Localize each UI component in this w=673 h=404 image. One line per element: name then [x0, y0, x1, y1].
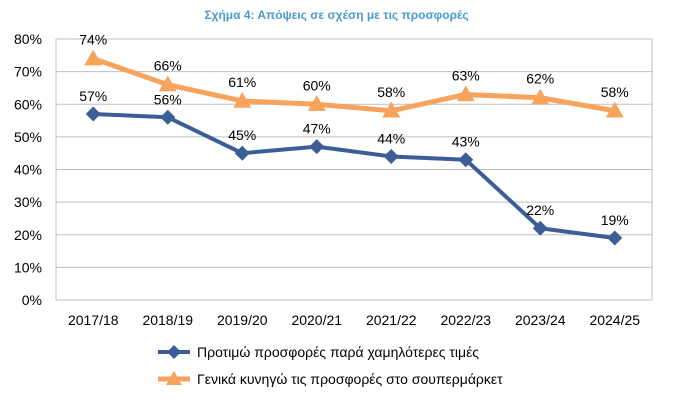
series-1-point — [383, 148, 399, 164]
data-label: 57% — [79, 88, 107, 104]
series-1-point — [160, 109, 176, 125]
y-tick-label: 10% — [14, 259, 42, 275]
x-tick-label: 2024/25 — [589, 312, 640, 328]
x-tick-label: 2020/21 — [291, 312, 342, 328]
series-layer — [84, 49, 624, 246]
y-tick-label: 80% — [14, 31, 42, 47]
series-2-point — [307, 95, 326, 111]
series-2-point — [531, 88, 550, 105]
data-label: 62% — [526, 71, 554, 87]
series-1-point — [234, 145, 250, 161]
data-label: 60% — [303, 77, 331, 93]
grid-lines — [56, 71, 652, 268]
series-1-point — [532, 220, 548, 236]
data-label: 47% — [303, 121, 331, 137]
series-2-point — [456, 85, 475, 102]
legend: Προτιμώ προσφορές παρά χαμηλότερες τιμές… — [158, 344, 503, 387]
data-label: 22% — [526, 202, 554, 218]
series-line-2 — [92, 56, 616, 114]
data-label: 45% — [228, 127, 256, 143]
data-label: 63% — [452, 67, 480, 83]
x-tick-label: 2018/19 — [142, 312, 193, 328]
series-2-point — [84, 49, 103, 66]
chart-title: Σχήμα 4: Απόψεις σε σχέση με τις προσφορ… — [204, 8, 469, 22]
series-line-1 — [93, 112, 616, 240]
series-1-point — [607, 230, 623, 246]
y-tick-label: 20% — [14, 227, 42, 243]
legend-marker-2 — [166, 371, 182, 385]
legend-label: Προτιμώ προσφορές παρά χαμηλότερες τιμές — [197, 344, 479, 360]
data-label: 61% — [228, 74, 256, 90]
legend-label: Γενικά κυνηγώ τις προσφορές στο σουπερμά… — [197, 371, 503, 387]
y-tick-label: 60% — [14, 96, 42, 112]
data-label: 58% — [601, 84, 629, 100]
x-tick-label: 2017/18 — [68, 312, 119, 328]
y-tick-label: 30% — [14, 194, 42, 210]
data-label: 58% — [377, 84, 405, 100]
series-1-point — [85, 106, 101, 122]
x-tick-label: 2022/23 — [440, 312, 491, 328]
series-2-point — [382, 101, 401, 118]
data-label: 74% — [79, 32, 107, 48]
x-tick-label: 2021/22 — [366, 312, 417, 328]
series-1-point — [458, 152, 474, 168]
y-tick-label: 70% — [14, 64, 42, 80]
data-label: 44% — [377, 130, 405, 146]
legend-marker-1 — [167, 345, 181, 359]
data-label: 56% — [154, 91, 182, 107]
series-2-point — [158, 75, 177, 92]
x-tick-label: 2019/20 — [217, 312, 268, 328]
data-label: 19% — [601, 212, 629, 228]
data-labels: 57% 56% 45% 47% 44% 43% 22% 19% 74% 66% 61% 60% 58% 6… — [79, 32, 629, 228]
data-label: 66% — [154, 58, 182, 74]
y-tick-label: 50% — [14, 129, 42, 145]
series-1-point — [309, 139, 325, 155]
y-tick-label: 40% — [14, 162, 42, 178]
y-tick-labels: 0% 10% 20% 30% 40% 50% 60% 70% 80% — [14, 31, 42, 308]
series-2-point — [233, 91, 252, 108]
y-tick-label: 0% — [22, 292, 42, 308]
series-2-point — [605, 101, 624, 118]
x-tick-label: 2023/24 — [515, 312, 566, 328]
x-tick-labels: 2017/18 2018/19 2019/20 2020/21 2021/22 2022/… — [68, 312, 640, 328]
data-label: 43% — [452, 134, 480, 150]
